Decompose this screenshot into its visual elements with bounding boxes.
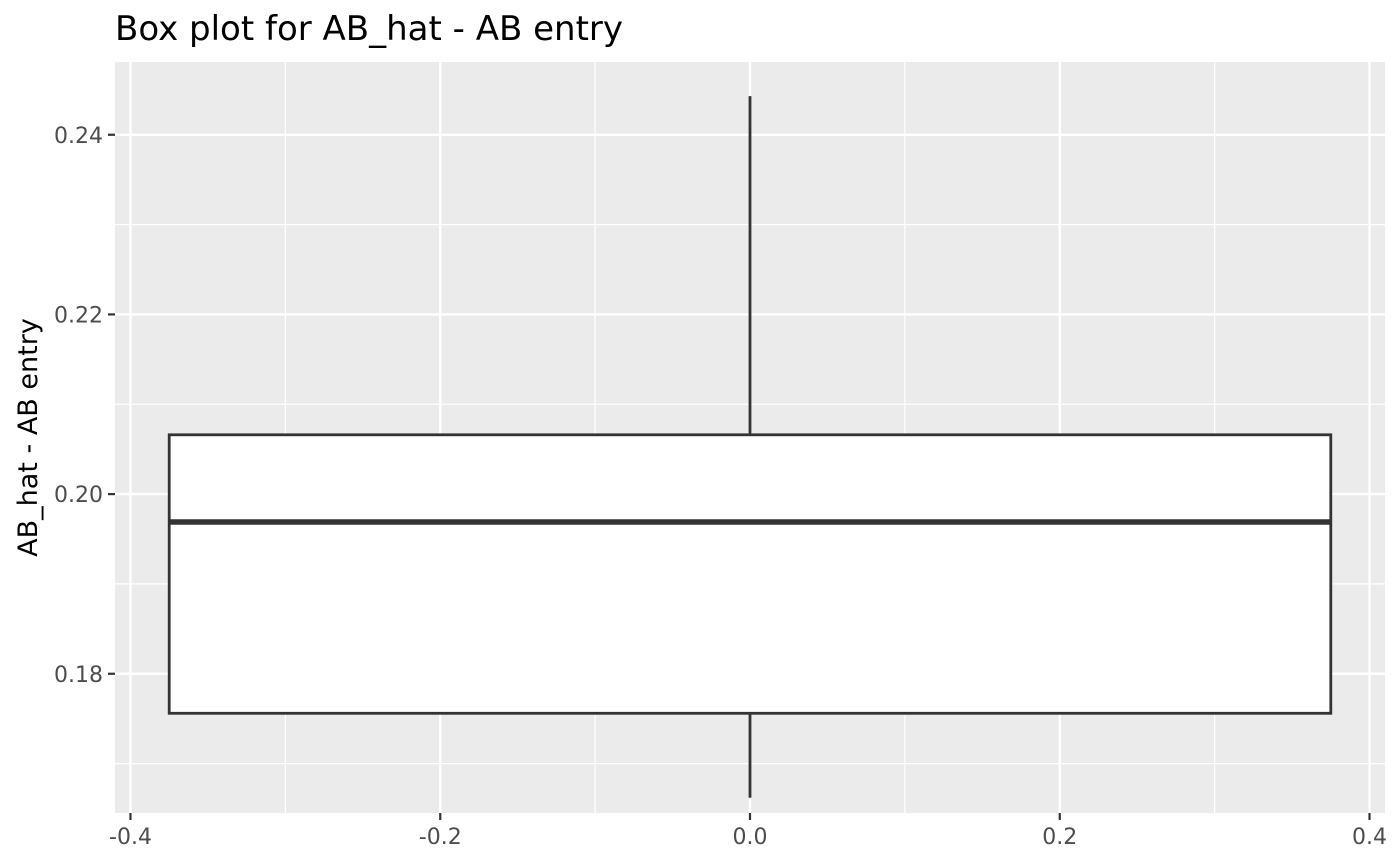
- x-tick-label: 0.0: [733, 825, 768, 850]
- y-tick-label: 0.24: [54, 124, 103, 149]
- y-tick-label: 0.22: [54, 303, 103, 328]
- chart-title: Box plot for AB_hat - AB entry: [115, 9, 623, 49]
- box-layer: [167, 96, 1333, 798]
- y-axis: 0.18 0.20 0.22 0.24: [54, 124, 115, 688]
- x-tick-label: 0.2: [1042, 825, 1077, 850]
- interquartile-box: [167, 433, 1333, 715]
- y-axis-title: AB_hat - AB entry: [13, 318, 44, 557]
- x-tick-label: -0.4: [109, 825, 152, 850]
- x-tick-label: 0.4: [1352, 825, 1387, 850]
- x-tick-label: -0.2: [419, 825, 462, 850]
- x-axis: -0.4 -0.2 0.0 0.2 0.4: [109, 813, 1387, 850]
- y-tick-label: 0.20: [54, 483, 103, 508]
- y-tick-label: 0.18: [54, 663, 103, 688]
